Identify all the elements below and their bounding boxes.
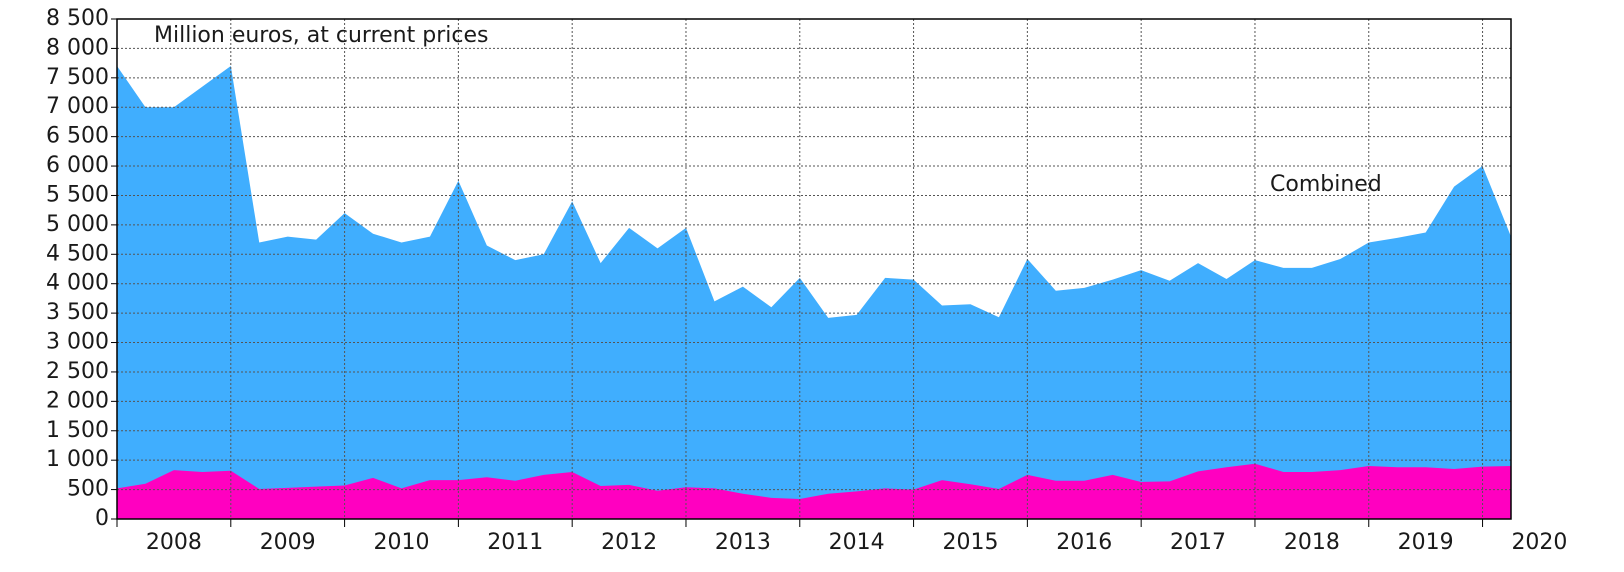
y-tick-label: 2 000 [46, 388, 109, 413]
y-tick-label: 1 000 [46, 447, 109, 472]
x-tick-label: 2009 [260, 530, 316, 555]
y-tick-label: 2 500 [46, 359, 109, 384]
y-tick-label: 6 500 [46, 124, 109, 149]
y-tick-label: 1 500 [46, 418, 109, 443]
y-tick-label: 6 000 [46, 153, 109, 178]
x-tick-label: 2016 [1056, 530, 1112, 555]
x-tick-label: 2020 [1511, 530, 1567, 555]
y-tick-label: 5 500 [46, 182, 109, 207]
x-tick-label: 2008 [146, 530, 202, 555]
y-tick-label: 7 000 [46, 94, 109, 119]
x-tick-label: 2011 [487, 530, 543, 555]
y-tick-label: 5 000 [46, 212, 109, 237]
x-tick-label: 2010 [373, 530, 429, 555]
x-tick-label: 2017 [1170, 530, 1226, 555]
x-tick-label: 2014 [829, 530, 885, 555]
y-tick-label: 7 500 [46, 65, 109, 90]
plot-frame [116, 18, 1512, 520]
x-tick-label: 2018 [1284, 530, 1340, 555]
y-tick-label: 4 000 [46, 271, 109, 296]
y-tick-label: 8 000 [46, 35, 109, 60]
area [117, 463, 1511, 519]
y-tick-label: 500 [67, 477, 109, 502]
area [117, 66, 1511, 519]
y-tick-label: 8 500 [46, 6, 109, 31]
chart-title: Million euros, at current prices [154, 23, 488, 48]
series-label: Combined [1270, 172, 1382, 197]
y-tick-label: 3 500 [46, 300, 109, 325]
y-tick-label: 0 [95, 506, 109, 531]
y-tick-label: 4 500 [46, 241, 109, 266]
x-tick-label: 2013 [715, 530, 771, 555]
x-tick-label: 2015 [942, 530, 998, 555]
y-tick-label: 3 000 [46, 330, 109, 355]
x-tick-label: 2019 [1398, 530, 1454, 555]
x-tick-label: 2012 [601, 530, 657, 555]
